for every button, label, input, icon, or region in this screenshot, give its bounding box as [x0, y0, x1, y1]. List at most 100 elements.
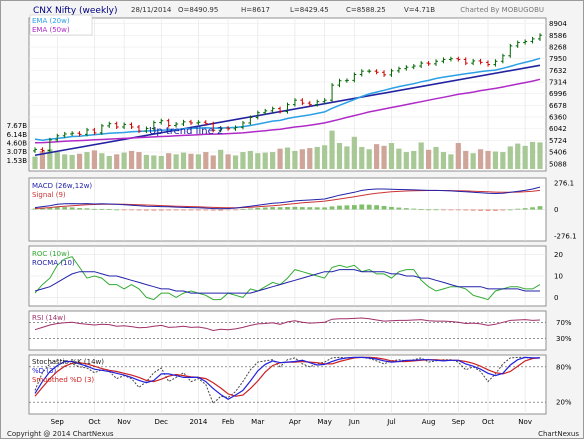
volume-tick-label: 1.53B — [7, 157, 28, 165]
volume-bar — [322, 145, 328, 169]
signal-label: Signal (9) — [32, 191, 66, 199]
macd-histogram-bar — [121, 209, 127, 211]
volume-bar — [91, 150, 98, 169]
macd-histogram-bar — [225, 209, 231, 211]
roc-label: ROC (10w) — [32, 250, 70, 258]
macd-histogram-bar — [233, 209, 238, 211]
volume-bar — [396, 148, 402, 169]
volume-bar — [374, 144, 380, 169]
macd-histogram-bar — [158, 209, 164, 211]
ema50-line — [34, 78, 541, 144]
volume-bar — [336, 143, 343, 169]
x-axis-label: Nov — [518, 418, 532, 426]
header-volume: V=4.71B — [404, 6, 435, 14]
volume-bar — [188, 153, 194, 169]
volume-bar — [203, 152, 209, 169]
macd-histogram-bar — [247, 208, 253, 210]
volume-bar — [218, 149, 224, 169]
chart-title: CNX Nifty (weekly) — [33, 6, 118, 16]
macd-tick-label: -276.1 — [554, 232, 577, 240]
x-axis-label: Mar — [251, 418, 264, 426]
rsi-line — [34, 317, 541, 332]
header-close: C=8588.25 — [346, 6, 386, 14]
macd-histogram-bar — [106, 209, 112, 211]
macd-histogram-bar — [255, 207, 261, 210]
macd-histogram-bar — [143, 209, 149, 211]
macd-histogram-bar — [389, 206, 394, 210]
macd-histogram-bar — [322, 207, 328, 210]
volume-bar — [284, 147, 291, 169]
macd-tick-label: 0 — [554, 206, 558, 214]
rsi-tick-label: 70% — [556, 319, 572, 327]
volume-bar — [270, 152, 276, 169]
macd-histogram-bar — [54, 206, 60, 210]
macd-histogram-bar — [470, 209, 476, 211]
price-tick-label: 6678 — [549, 102, 567, 110]
macd-histogram-bar — [433, 209, 439, 211]
volume-bar — [166, 153, 172, 169]
volume-bar — [485, 150, 491, 169]
volume-bar — [344, 146, 350, 169]
macd-histogram-bar — [366, 204, 372, 210]
macd-histogram-bar — [337, 205, 342, 210]
volume-bar — [463, 150, 469, 169]
volume-bar — [292, 150, 298, 169]
x-axis-label: May — [317, 418, 331, 426]
volume-bar — [329, 130, 335, 169]
macd-tick-label: 276.1 — [554, 180, 574, 188]
macd-histogram-bar — [188, 209, 194, 211]
volume-bar — [440, 152, 447, 169]
copyright-text: Copyright @ 2014 ChartNexus — [7, 430, 114, 438]
macd-histogram-bar — [114, 209, 120, 211]
volume-bar — [69, 154, 75, 169]
macd-histogram-bar — [203, 209, 209, 211]
volume-bar — [262, 152, 268, 169]
volume-bar — [500, 152, 506, 169]
macd-histogram-bar — [218, 209, 224, 211]
price-tick-label: 5406 — [549, 149, 567, 157]
macd-histogram-bar — [181, 209, 186, 211]
volume-bar — [255, 153, 261, 169]
macd-histogram-bar — [522, 208, 528, 210]
volume-bar — [232, 155, 239, 169]
stochastic-k-label: Stochastic %K (14w) — [32, 358, 104, 366]
volume-bar — [143, 154, 149, 169]
macd-histogram-bar — [530, 207, 535, 210]
price-tick-label: 7950 — [549, 55, 567, 63]
macd-histogram-bar — [344, 205, 350, 210]
roc-tick-label: 10 — [554, 273, 563, 281]
macd-histogram-bar — [463, 209, 469, 211]
macd-histogram-bar — [84, 208, 90, 210]
macd-histogram-bar — [537, 206, 543, 210]
macd-histogram-bar — [32, 208, 38, 210]
volume-bar — [39, 150, 46, 169]
volume-bar — [448, 154, 454, 169]
macd-histogram-bar — [77, 208, 82, 210]
volume-bar — [240, 152, 246, 169]
stochastic-d-line — [34, 356, 540, 401]
x-axis-label: Dec — [154, 418, 168, 426]
macd-histogram-bar — [381, 205, 387, 210]
macd-histogram-bar — [92, 208, 97, 210]
ema20-line — [34, 57, 541, 141]
volume-bar — [529, 141, 536, 169]
macd-histogram-bar — [403, 208, 409, 210]
macd-histogram-bar — [99, 208, 105, 210]
legend-box — [29, 14, 93, 36]
macd-histogram-bar — [262, 207, 268, 210]
volume-bar — [247, 150, 253, 169]
macd-histogram-bar — [270, 207, 276, 210]
macd-histogram-bar — [411, 208, 417, 210]
volume-bar — [136, 152, 142, 169]
chart-labels: 8904 8586 8268 7950 7632 7314 6996 6678 6360 6042… — [7, 14, 577, 426]
x-axis-label: Apr — [289, 418, 301, 426]
volume-bar — [359, 146, 365, 169]
volume-bar — [99, 153, 105, 169]
macd-histogram-bar — [329, 206, 335, 210]
volume-bar — [32, 156, 38, 169]
volume-bar — [537, 142, 543, 169]
volume-bar — [426, 149, 432, 169]
volume-bar — [366, 149, 372, 169]
volume-bar — [492, 151, 499, 169]
